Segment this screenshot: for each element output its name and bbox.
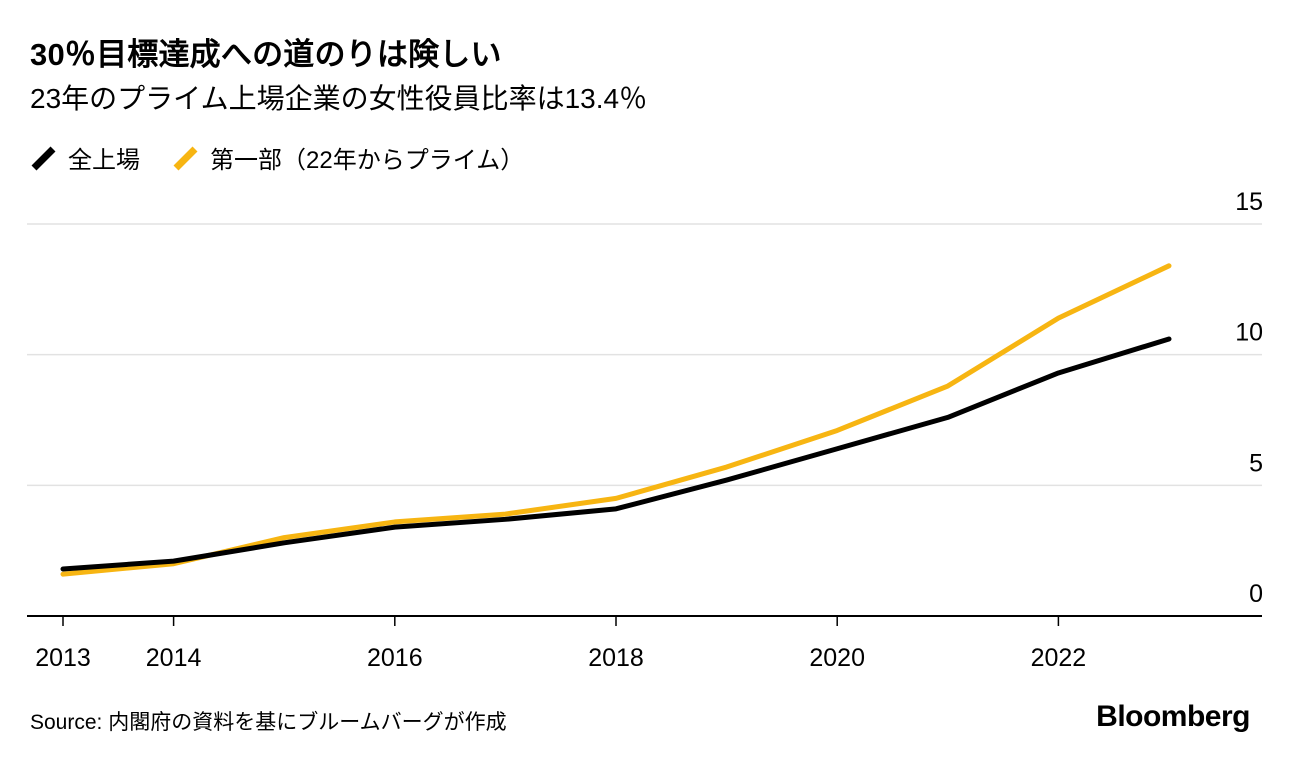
y-tick-label-0: 0 <box>1249 580 1263 608</box>
x-tick-label-2013: 2013 <box>35 644 91 672</box>
x-tick-label-2016: 2016 <box>367 644 423 672</box>
x-tick-label-2018: 2018 <box>588 644 644 672</box>
series-line-全上場 <box>60 336 1172 572</box>
chart-legend: 全上場 第一部（22年からプライム） <box>30 140 524 175</box>
bloomberg-logo: Bloomberg <box>1096 700 1250 733</box>
x-tick-label-2014: 2014 <box>146 644 202 672</box>
chart-subtitle: 23年のプライム上場企業の女性役員比率は13.4％ <box>30 83 648 114</box>
y-tick-label-10: 10 <box>1235 319 1263 347</box>
x-tick-label-2022: 2022 <box>1031 644 1087 672</box>
x-tick-label-2020: 2020 <box>809 644 865 672</box>
y-tick-label-15: 15 <box>1235 188 1263 216</box>
yellow-line-swatch-icon <box>173 146 198 170</box>
legend-item-all-listed: 全上場 <box>30 140 140 175</box>
y-tick-label-5: 5 <box>1249 449 1263 477</box>
legend-label-all-listed: 全上場 <box>68 147 140 174</box>
legend-label-first-section: 第一部（22年からプライム） <box>210 147 525 174</box>
legend-item-first-section: 第一部（22年からプライム） <box>172 140 524 175</box>
black-line-swatch-icon <box>31 146 56 170</box>
source-note: Source: 内閣府の資料を基にブルームバーグが作成 <box>30 711 507 734</box>
series-line-第一部（22年からプライム） <box>60 263 1172 577</box>
page-title: 30％目標達成への道のりは険しい <box>30 37 502 72</box>
